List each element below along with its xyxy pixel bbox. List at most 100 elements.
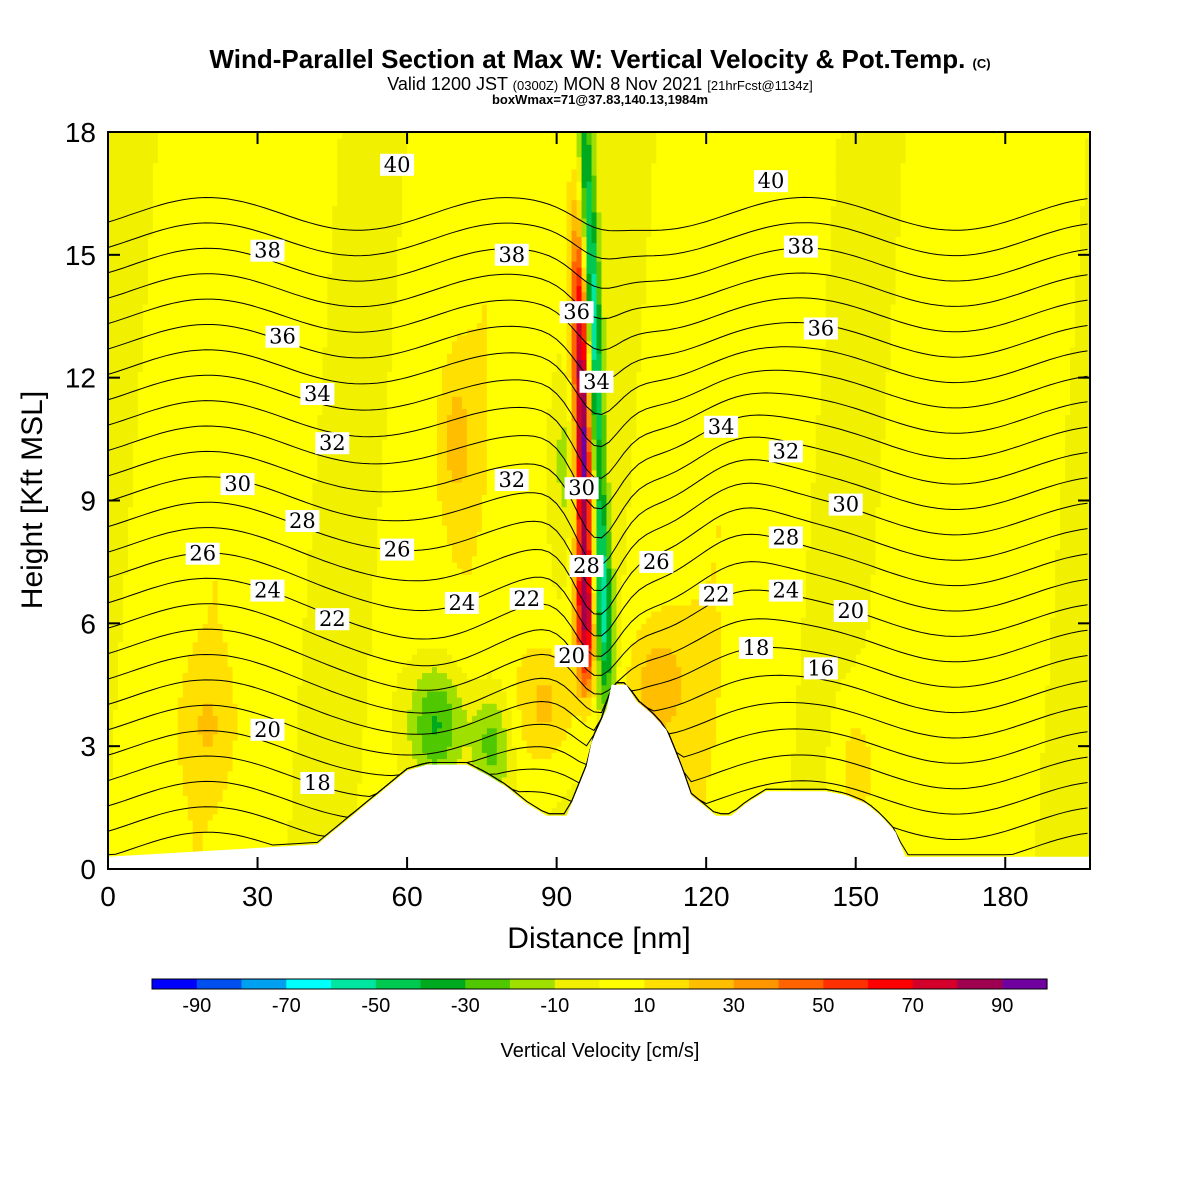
field-cell [133, 556, 139, 563]
field-cell [282, 709, 288, 716]
field-cell [138, 175, 144, 182]
field-cell [128, 150, 134, 157]
field-cell [297, 691, 303, 698]
field-cell [233, 531, 239, 538]
field-cell [292, 691, 298, 698]
field-cell [292, 636, 298, 643]
field-cell [258, 347, 264, 354]
field-cell [168, 617, 174, 624]
field-cell [133, 322, 139, 329]
field-cell [282, 378, 288, 385]
field-cell [302, 175, 308, 182]
field-cell [277, 206, 283, 213]
field-cell [253, 163, 259, 170]
field-cell [258, 654, 264, 661]
field-cell [158, 777, 164, 784]
field-cell [233, 464, 239, 471]
field-cell [183, 672, 189, 679]
field-cell [253, 181, 259, 188]
field-cell [273, 703, 279, 710]
field-cell [297, 605, 303, 612]
field-cell [248, 365, 254, 372]
field-cell [302, 304, 308, 311]
field-cell [213, 488, 219, 495]
field-cell [113, 666, 119, 673]
field-cell [188, 353, 194, 360]
field-cell [138, 777, 144, 784]
field-cell [287, 181, 293, 188]
field-cell [148, 365, 154, 372]
field-cell [208, 685, 214, 692]
field-cell [138, 832, 144, 839]
field-cell [213, 255, 219, 262]
field-cell [223, 838, 229, 845]
field-cell [128, 801, 134, 808]
field-cell [148, 623, 154, 630]
field-cell [312, 801, 318, 808]
field-cell [193, 427, 199, 434]
field-cell [153, 728, 159, 735]
field-cell [223, 445, 229, 452]
field-cell [198, 482, 204, 489]
field-cell [163, 697, 169, 704]
field-cell [213, 513, 219, 520]
field-cell [273, 746, 279, 753]
field-cell [297, 537, 303, 544]
field-cell [198, 384, 204, 391]
field-cell [123, 187, 129, 194]
field-cell [123, 378, 129, 385]
field-cell [282, 562, 288, 569]
field-cell [233, 648, 239, 655]
field-cell [198, 187, 204, 194]
field-cell [263, 181, 269, 188]
field-cell [158, 771, 164, 778]
field-cell [302, 230, 308, 237]
field-cell [158, 157, 164, 164]
field-cell [213, 464, 219, 471]
field-cell [143, 734, 149, 741]
field-cell [173, 826, 179, 833]
field-cell [233, 771, 239, 778]
field-cell [148, 666, 154, 673]
field-cell [253, 451, 259, 458]
field-cell [287, 537, 293, 544]
field-cell [198, 322, 204, 329]
field-cell [218, 458, 224, 465]
field-cell [238, 206, 244, 213]
field-cell [282, 157, 288, 164]
field-cell [158, 556, 164, 563]
field-cell [233, 286, 239, 293]
field-cell [248, 642, 254, 649]
field-cell [123, 513, 129, 520]
field-cell [123, 623, 129, 630]
field-cell [233, 507, 239, 514]
field-cell [168, 685, 174, 692]
field-cell [168, 543, 174, 550]
field-cell [248, 636, 254, 643]
field-cell [188, 175, 194, 182]
field-cell [302, 722, 308, 729]
field-cell [183, 384, 189, 391]
field-cell [268, 439, 274, 446]
field-cell [228, 212, 234, 219]
field-cell [228, 556, 234, 563]
field-cell [118, 550, 124, 557]
field-cell [268, 138, 274, 145]
field-cell [153, 249, 159, 256]
field-cell [138, 501, 144, 508]
field-cell [287, 310, 293, 317]
field-cell [243, 157, 249, 164]
field-cell [153, 605, 159, 612]
field-cell [287, 783, 293, 790]
field-cell [268, 746, 274, 753]
field-cell [158, 335, 164, 342]
field-cell [273, 525, 279, 532]
field-cell [228, 666, 234, 673]
field-cell [228, 654, 234, 661]
field-cell [228, 286, 234, 293]
field-cell [213, 826, 219, 833]
field-cell [258, 525, 264, 532]
field-cell [183, 132, 189, 139]
field-cell [268, 175, 274, 182]
field-cell [263, 826, 269, 833]
